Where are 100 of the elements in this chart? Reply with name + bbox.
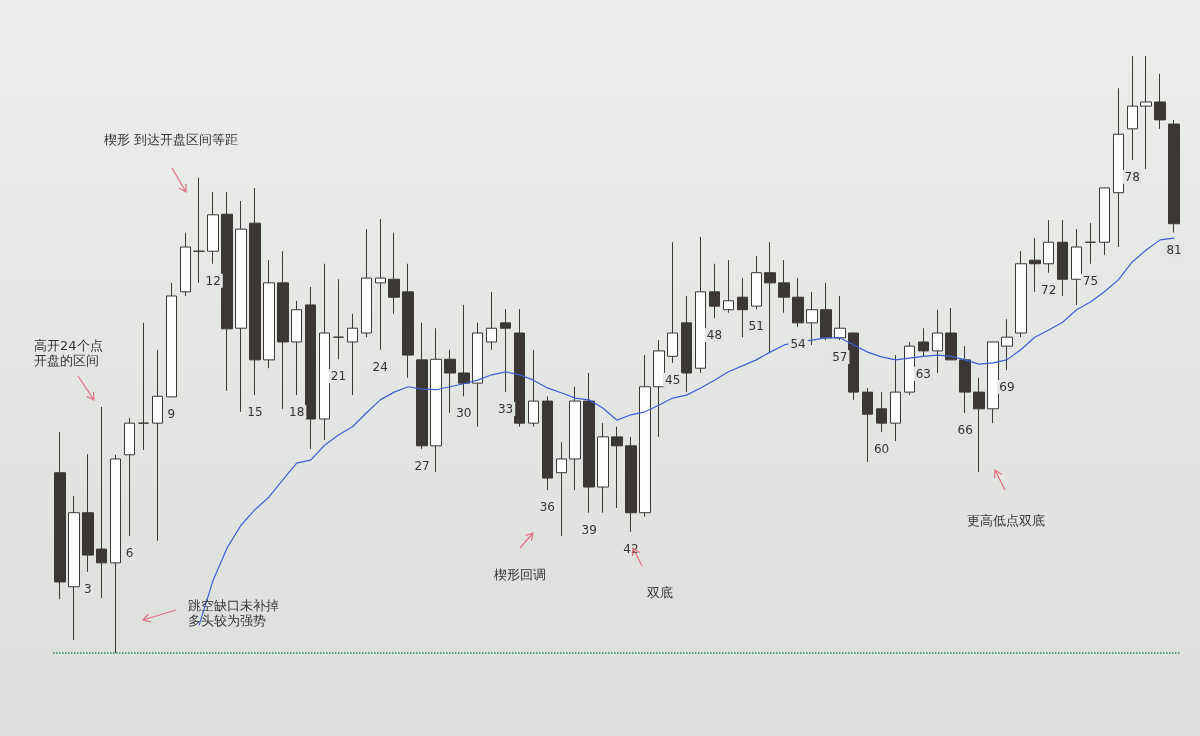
candlestick	[695, 236, 706, 374]
candlestick	[1001, 318, 1013, 371]
x-tick-label: 42	[623, 541, 639, 556]
candlestick	[152, 349, 163, 542]
x-tick-label: 18	[289, 405, 305, 420]
annotation: 双底	[647, 585, 673, 600]
candlestick	[1168, 119, 1180, 234]
x-tick-label: 54	[790, 337, 806, 352]
candlestick	[792, 277, 804, 328]
candlestick	[1099, 187, 1110, 256]
candlestick	[848, 332, 859, 401]
candlestick	[918, 327, 929, 358]
candlestick	[291, 300, 302, 396]
candlestick	[709, 263, 720, 319]
x-tick-label: 33	[497, 402, 514, 417]
annotation: 楔形回调	[494, 567, 546, 582]
candlestick	[193, 177, 205, 284]
candlestick	[959, 345, 971, 414]
candlestick	[556, 441, 567, 537]
x-tick-label: 57	[832, 350, 848, 365]
candlestick	[890, 354, 901, 442]
candlestick	[542, 395, 553, 491]
x-tick-label: 63	[915, 366, 932, 381]
candlestick	[472, 322, 483, 428]
candlestick	[987, 341, 999, 424]
candlestick	[500, 308, 511, 393]
candlestick	[263, 259, 275, 369]
x-tick-label: 24	[372, 359, 388, 374]
x-tick-label: 48	[706, 328, 723, 343]
candlestick	[1127, 55, 1138, 161]
candlestick	[528, 349, 539, 428]
x-tick-label: 30	[456, 406, 472, 421]
candlestick	[820, 282, 832, 341]
candlestick	[1057, 219, 1068, 297]
candlestick	[333, 278, 344, 360]
candlestick	[166, 282, 177, 398]
candlestick	[806, 291, 818, 346]
x-tick-label: 9	[167, 406, 176, 421]
candlestick	[597, 422, 609, 514]
candlestick	[110, 454, 121, 654]
candlestick	[375, 218, 386, 351]
candlestick	[305, 286, 316, 450]
candlestick	[681, 295, 692, 393]
candlestick	[639, 354, 651, 518]
candlestick	[945, 307, 957, 361]
x-tick-label: 51	[748, 319, 764, 334]
x-tick-label: 75	[1082, 273, 1099, 288]
candlestick	[876, 391, 887, 433]
x-tick-label: 3	[83, 581, 92, 596]
candlestick	[319, 263, 330, 441]
candlestick	[347, 313, 358, 396]
candlestick	[180, 232, 191, 297]
x-tick-label: 72	[1041, 282, 1057, 297]
candlestick	[1140, 55, 1152, 170]
candlestick	[138, 322, 149, 451]
x-tick-label: 69	[999, 380, 1015, 395]
candlestick	[221, 191, 233, 392]
x-tick-label: 81	[1166, 242, 1182, 257]
candlestick	[1085, 222, 1096, 265]
candlestick	[430, 327, 442, 473]
candlestick	[751, 255, 762, 310]
candlestick	[653, 339, 665, 438]
x-tick-label: 12	[205, 273, 221, 288]
candlestick	[444, 349, 456, 414]
candlestick	[932, 309, 943, 374]
candlestick	[514, 308, 525, 428]
candlestick	[862, 387, 873, 463]
candlestick	[973, 377, 985, 473]
x-tick-label: 45	[665, 372, 681, 387]
annotation: 高开24个点开盘的区间	[34, 338, 103, 368]
candlestick	[1015, 250, 1027, 338]
candlestick	[235, 200, 247, 413]
candlestick	[723, 259, 734, 314]
candlestick	[569, 386, 581, 491]
candlestick	[904, 341, 915, 396]
candlestick	[764, 241, 776, 354]
candlestick	[402, 263, 414, 379]
candlestick	[388, 232, 400, 315]
x-tick-label: 60	[873, 442, 890, 457]
candlestick	[737, 277, 748, 338]
candlestick	[583, 372, 595, 514]
x-tick-label: 6	[125, 545, 134, 560]
candlestick	[68, 495, 80, 641]
candlestick	[124, 417, 135, 537]
candlestick	[625, 436, 637, 533]
candlestick	[486, 291, 497, 351]
x-tick-label: 39	[581, 522, 597, 537]
candlestick	[778, 259, 790, 314]
candlestick	[277, 250, 289, 410]
x-tick-label: 15	[247, 405, 263, 420]
candlestick	[1043, 219, 1054, 274]
candlestick	[1029, 237, 1041, 293]
candlestick	[611, 426, 623, 509]
candlestick	[361, 228, 372, 338]
x-tick-label: 36	[539, 500, 556, 515]
candlestick	[249, 187, 261, 396]
x-tick-label: 21	[330, 369, 347, 384]
candlestick	[1113, 87, 1124, 248]
candlestick	[96, 406, 107, 599]
candlestick	[207, 191, 219, 265]
